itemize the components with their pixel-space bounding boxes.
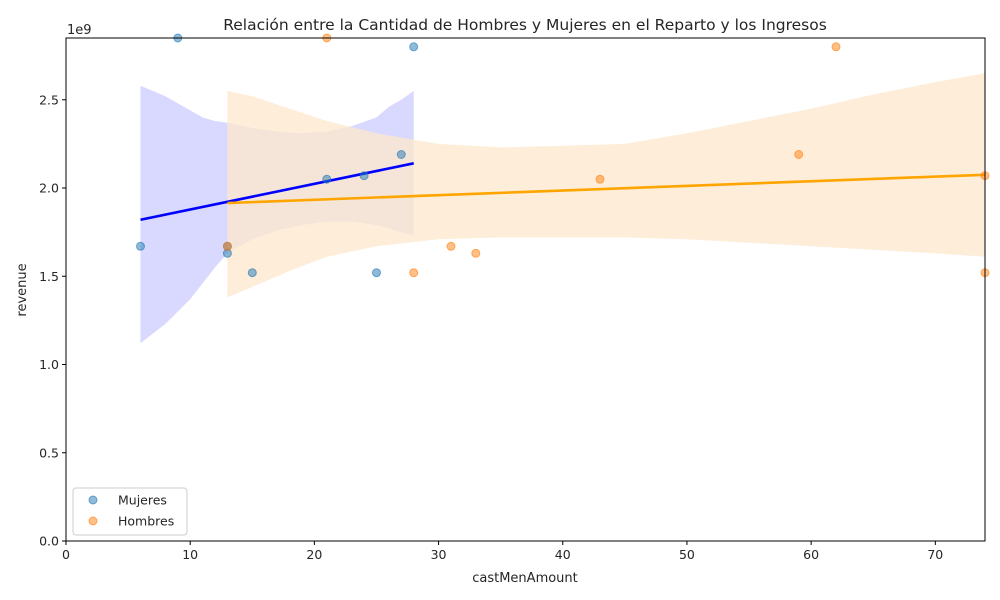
x-tick-label: 40 [555,547,571,562]
confidence-band-1 [227,73,985,298]
y-tick-label: 2.5 [39,92,59,107]
legend-box [72,487,188,536]
scatter-point-1-7 [471,248,481,258]
scatter-point-0-5 [136,241,145,251]
y-tick-label: 1.0 [39,357,59,372]
scatter-point-1-6 [446,241,456,251]
x-tick-label: 30 [431,547,447,562]
y-tick-label: 2.0 [39,181,59,196]
scatter-point-1-3 [595,174,605,184]
scatter-point-0-9 [372,268,381,278]
x-tick-label: 50 [679,547,695,562]
scatter-point-0-3 [322,174,332,184]
scatter-point-1-8 [409,268,419,278]
y-tick-label: 1.5 [39,269,59,284]
y-tick-label: 0.0 [39,534,59,549]
scatter-point-1-2 [794,150,804,159]
plot-frame [65,37,986,542]
x-tick-label: 70 [927,547,943,562]
x-tick-label: 60 [803,547,819,562]
legend-label-1: Hombres [118,514,174,529]
legend-marker-0 [88,495,98,505]
regression-line-1 [227,173,986,205]
scatter-point-1-5 [222,241,232,251]
scatter-point-1-1 [831,42,841,52]
x-axis-label: castMenAmount [472,571,578,586]
scatter-point-0-8 [247,268,257,278]
x-tick-label: 20 [306,547,322,562]
y-axis-label: revenue [15,263,30,316]
y-offset-label: 1e9 [67,23,92,38]
scatter-point-0-2 [396,150,406,159]
confidence-bands [140,73,985,344]
scatter-point-0-1 [409,42,419,52]
legend-label-0: Mujeres [118,493,167,508]
scatter-point-0-4 [359,171,369,181]
legend: Mujeres Hombres [72,487,188,536]
x-tick-label: 0 [62,547,70,562]
y-tick-label: 0.5 [39,445,59,460]
regression-lines [140,162,986,222]
regression-line-0 [140,162,414,222]
x-axis-ticks: 0 10 20 30 40 50 60 70 [62,541,943,562]
legend-marker-1 [88,516,98,526]
x-tick-label: 10 [182,547,198,562]
chart-title: Relación entre la Cantidad de Hombres y … [223,16,827,34]
y-axis-ticks: 0.0 0.5 1.0 1.5 2.0 2.5 [39,92,66,549]
